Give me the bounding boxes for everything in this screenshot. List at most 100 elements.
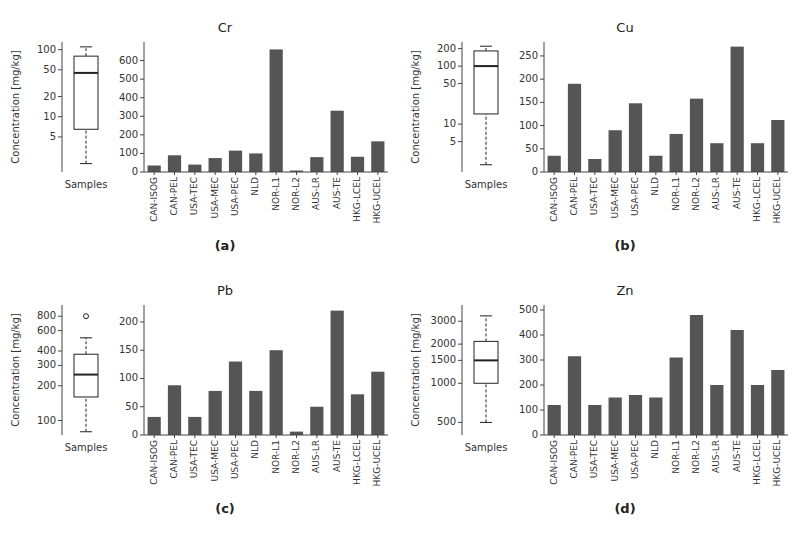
y-tick-label: 0 [532, 429, 538, 440]
box-axes: 51050100200Concentration [mg/kg]Samples [410, 42, 507, 190]
bar [771, 120, 784, 172]
bar [609, 398, 622, 436]
box-marks [474, 316, 498, 423]
x-tick-label: NOR-L2 [691, 177, 701, 211]
bar [168, 155, 181, 172]
whisker-high [86, 47, 87, 56]
box-axes: 5102050100Concentration [mg/kg]Samples [10, 42, 107, 190]
x-axis-label: Samples [65, 179, 108, 190]
bar-axes: 0100200300400500600CAN-ISOGCAN-PELUSA-TE… [119, 42, 388, 223]
y-tick [58, 365, 62, 366]
x-tick [357, 172, 358, 175]
y-tick-label: 600 [119, 55, 138, 66]
y-tick-label: 800 [37, 310, 56, 321]
x-tick [174, 172, 175, 175]
x-tick-label: CAN-PEL [569, 177, 579, 216]
y-tick-label: 200 [37, 380, 56, 391]
x-tick [737, 172, 738, 175]
x-tick-label: CAN-PEL [169, 440, 179, 479]
x-tick [655, 172, 656, 175]
bar-axes: 0100200300400500CAN-ISOGCAN-PELUSA-TECUS… [519, 304, 788, 486]
x-tick [737, 435, 738, 438]
y-tick [458, 141, 462, 142]
y-tick [458, 66, 462, 67]
y-tick-label: 5 [450, 136, 456, 147]
cap-low [480, 164, 492, 165]
bar [609, 130, 622, 172]
x-tick-label: NLD [650, 440, 660, 459]
bar-axes: 050100150200CAN-ISOGCAN-PELUSA-TECUSA-ME… [119, 305, 388, 486]
y-tick [58, 136, 62, 137]
panel: 5102050100Concentration [mg/kg]Samples01… [10, 20, 388, 253]
x-tick [594, 435, 595, 438]
x-tick [235, 435, 236, 438]
x-tick-label: CAN-ISOG [549, 177, 559, 222]
y-tick-label: 400 [37, 345, 56, 356]
x-tick [154, 172, 155, 175]
x-tick-label: NOR-L2 [291, 177, 301, 211]
bar [290, 432, 303, 435]
bar [371, 372, 384, 435]
y-tick [458, 124, 462, 125]
x-tick-label: USA-MEC [610, 177, 620, 218]
y-axis-line [462, 305, 463, 435]
x-tick-label: NOR-L1 [271, 440, 281, 474]
y-tick [458, 344, 462, 345]
x-tick-label: CAN-ISOG [149, 440, 159, 485]
y-tick [140, 378, 144, 379]
bar [710, 143, 723, 172]
y-tick [58, 330, 62, 331]
y-tick-label: 2000 [431, 338, 456, 349]
bar [731, 47, 744, 172]
panel: 100200300400600800Concentration [mg/kg]S… [10, 283, 388, 516]
x-tick [574, 172, 575, 175]
x-tick-label: USA-TEC [589, 177, 599, 215]
panel: 51050100200Concentration [mg/kg]Samples0… [410, 20, 788, 253]
x-tick [696, 172, 697, 175]
bar-marks [148, 311, 385, 435]
y-tick [140, 406, 144, 407]
x-tick [296, 172, 297, 175]
bar [351, 157, 364, 172]
bar-axes: 050100150200250CAN-ISOGCAN-PELUSA-TECUSA… [519, 42, 788, 223]
x-tick-label: AUS-TE [332, 177, 342, 209]
bar [351, 394, 364, 435]
whisker-low [486, 114, 487, 165]
y-axis-line [544, 42, 545, 172]
y-tick-label: 5 [50, 131, 56, 142]
x-tick [655, 435, 656, 438]
y-tick [458, 48, 462, 49]
bar [690, 315, 703, 435]
x-tick-label: NLD [250, 440, 260, 459]
x-axis-label: Samples [465, 179, 508, 190]
bar [270, 49, 283, 172]
x-tick-label: AUS-LR [311, 440, 321, 473]
y-tick [58, 116, 62, 117]
x-tick [154, 435, 155, 438]
x-tick [215, 172, 216, 175]
box [474, 51, 498, 114]
y-tick-label: 1000 [431, 377, 456, 388]
x-tick-label: USA-PEC [630, 440, 640, 479]
y-tick-label: 200 [437, 43, 456, 54]
bar [188, 165, 201, 172]
x-tick-label: NOR-L2 [691, 440, 701, 474]
y-tick [540, 410, 544, 411]
y-tick-label: 200 [519, 379, 538, 390]
y-tick-label: 10 [443, 118, 456, 129]
bar [270, 350, 283, 435]
y-tick [58, 96, 62, 97]
x-tick [716, 435, 717, 438]
x-tick [757, 435, 758, 438]
x-tick [316, 172, 317, 175]
x-tick-label: AUS-LR [311, 177, 321, 210]
y-tick [540, 102, 544, 103]
y-tick [58, 49, 62, 50]
y-axis-line [144, 305, 145, 435]
x-tick [594, 172, 595, 175]
y-tick-label: 400 [119, 92, 138, 103]
x-tick [676, 172, 677, 175]
x-tick [615, 172, 616, 175]
y-tick-label: 250 [519, 50, 538, 61]
y-tick-label: 100 [519, 120, 538, 131]
